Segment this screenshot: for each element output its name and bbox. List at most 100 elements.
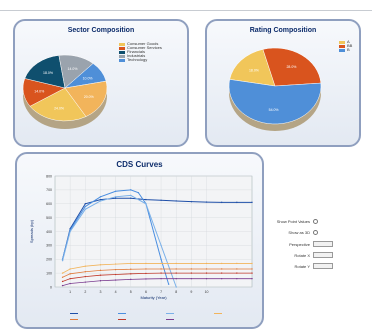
- series-point-4: [175, 268, 177, 270]
- series-point-4: [145, 268, 147, 270]
- legend-swatch: [119, 54, 125, 58]
- control-input[interactable]: [313, 263, 333, 269]
- series-point-0: [114, 197, 117, 199]
- series-point-3: [145, 262, 147, 265]
- series-point-5: [145, 272, 147, 275]
- series-point-5: [205, 272, 208, 274]
- control-input[interactable]: [313, 241, 333, 247]
- bottom-legend-item: [166, 319, 176, 320]
- legend-line-swatch: [70, 319, 78, 320]
- bottom-legend-item: [214, 313, 224, 314]
- x-tick-label: 10: [205, 290, 209, 294]
- rating-slice-2[interactable]: [228, 79, 322, 125]
- sector-slice-2[interactable]: [24, 55, 66, 89]
- legend-swatch: [119, 42, 125, 46]
- sector-legend-item: Technology: [119, 58, 162, 62]
- legend-label: Consumer Services: [127, 45, 162, 50]
- series-point-0: [175, 200, 177, 202]
- legend-label: B: [347, 47, 350, 52]
- series-line-3[interactable]: [62, 263, 252, 274]
- control-label: Show as 3D: [288, 230, 310, 235]
- series-point-3: [84, 265, 87, 267]
- y-tick-label: 600: [46, 202, 52, 206]
- legend-label: BB: [347, 43, 353, 48]
- control-label: Show Point Values: [276, 219, 310, 224]
- series-line-6[interactable]: [62, 278, 252, 286]
- legend-label: Consumer Goods: [127, 41, 159, 46]
- series-point-0: [236, 201, 238, 204]
- series-point-4: [84, 271, 87, 273]
- legend-label: Industrials: [127, 53, 146, 58]
- series-point-4: [61, 276, 64, 278]
- series-line-1[interactable]: [62, 189, 170, 285]
- series-point-6: [130, 278, 132, 281]
- series-point-6: [205, 277, 208, 280]
- legend-swatch: [119, 50, 125, 54]
- control-toggle[interactable]: [313, 230, 318, 235]
- sector-legend: Consumer Goods Consumer Services Financial…: [119, 42, 162, 62]
- series-point-4: [190, 268, 193, 270]
- sector-slice-0[interactable]: [29, 87, 87, 122]
- series-point-4: [160, 268, 162, 270]
- legend-swatch: [119, 46, 125, 50]
- rating-slice-1[interactable]: [262, 47, 322, 87]
- bottom-legend-item: [118, 319, 128, 320]
- series-point-0: [99, 198, 102, 201]
- series-point-5: [61, 280, 64, 283]
- series-line-4[interactable]: [62, 268, 252, 278]
- x-tick-label: 6: [145, 290, 147, 294]
- y-tick-label: 300: [46, 244, 52, 248]
- x-tick-label: 5: [130, 290, 132, 294]
- y-tick-label: 200: [46, 258, 52, 262]
- legend-swatch: [119, 58, 125, 62]
- sector-slice-label-1: 14.0%: [34, 89, 44, 93]
- y-axis-label: Spreads (bp): [29, 219, 34, 243]
- rating-slice-0[interactable]: [229, 49, 276, 87]
- series-point-3: [175, 262, 177, 265]
- sector-slice-5[interactable]: [64, 80, 108, 117]
- series-point-1: [160, 258, 162, 260]
- y-tick-label: 400: [46, 230, 52, 234]
- sector-slice-label-3: 14.0%: [68, 67, 78, 71]
- control-row: Show as 3D: [268, 230, 318, 235]
- control-label: Rotate Y: [294, 263, 311, 269]
- rating-chart-title: Rating Composition: [249, 27, 317, 34]
- x-tick-label: 3: [99, 290, 101, 294]
- series-point-3: [236, 262, 238, 265]
- series-point-5: [114, 273, 117, 276]
- x-axis-label: Maturity (Year): [140, 295, 167, 300]
- control-toggle[interactable]: [313, 219, 318, 224]
- legend-swatch: [339, 44, 345, 48]
- series-point-2: [175, 286, 177, 288]
- series-point-2: [84, 208, 87, 210]
- series-point-1: [130, 189, 132, 191]
- control-input[interactable]: [313, 252, 333, 258]
- series-point-3: [69, 268, 71, 270]
- series-point-6: [69, 282, 71, 285]
- series-point-6: [160, 277, 162, 280]
- series-line-5[interactable]: [62, 272, 252, 282]
- y-tick-label: 500: [46, 216, 52, 220]
- series-point-5: [220, 272, 223, 274]
- series-point-0: [84, 203, 87, 205]
- sector-legend-item: Industrials: [119, 54, 162, 58]
- series-point-1: [84, 205, 87, 208]
- series-point-3: [190, 262, 193, 265]
- rating-slice-label-2: 54.0%: [269, 108, 279, 112]
- series-point-5: [69, 277, 71, 280]
- rating-legend-item: A: [339, 40, 352, 44]
- series-point-2: [145, 203, 147, 205]
- y-tick-label: 0: [50, 285, 52, 289]
- series-point-1: [137, 191, 140, 194]
- series-point-5: [251, 272, 253, 274]
- sector-legend-item: Financials: [119, 50, 162, 54]
- x-tick-label: 7: [160, 290, 162, 294]
- series-point-6: [175, 277, 177, 280]
- series-point-3: [61, 272, 64, 274]
- control-label: Perspective: [289, 241, 310, 247]
- series-point-5: [99, 274, 102, 276]
- series-point-5: [190, 272, 193, 274]
- series-line-0[interactable]: [62, 197, 252, 260]
